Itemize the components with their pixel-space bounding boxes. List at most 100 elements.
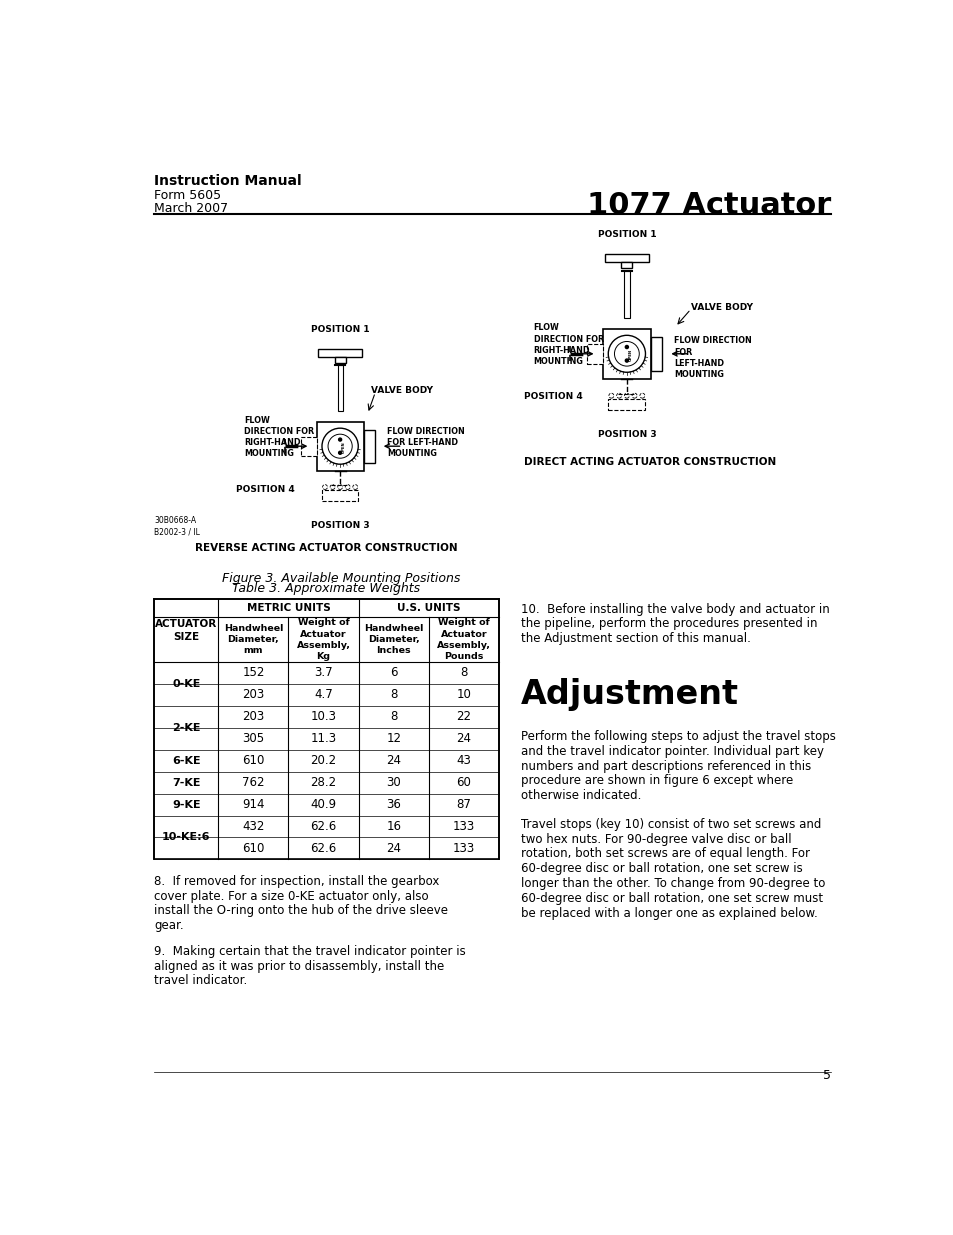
Text: 10: 10 (456, 688, 471, 701)
Text: gear.: gear. (154, 919, 184, 932)
Text: 6: 6 (390, 667, 397, 679)
Text: 40.9: 40.9 (310, 798, 336, 811)
Text: 24: 24 (386, 842, 401, 855)
Bar (620, 262, 632, 268)
Text: 60: 60 (456, 776, 471, 789)
Text: two hex nuts. For 90-degree valve disc or ball: two hex nuts. For 90-degree valve disc o… (520, 832, 790, 846)
Text: OPEN: OPEN (629, 350, 633, 361)
Text: 11.3: 11.3 (310, 732, 336, 745)
Text: travel indicator.: travel indicator. (154, 974, 247, 987)
Text: 9-KE: 9-KE (172, 799, 200, 809)
Text: POSITION 1: POSITION 1 (597, 230, 656, 240)
Text: 8: 8 (390, 688, 397, 701)
Bar (318, 350, 361, 357)
Bar (608, 399, 645, 410)
Bar (623, 270, 629, 319)
Text: 2-KE: 2-KE (172, 722, 200, 732)
Text: 610: 610 (242, 842, 264, 855)
Text: POSITION 4: POSITION 4 (523, 393, 582, 401)
Text: procedure are shown in figure 6 except where: procedure are shown in figure 6 except w… (520, 774, 792, 788)
Text: aligned as it was prior to disassembly, install the: aligned as it was prior to disassembly, … (154, 960, 444, 972)
Text: 24: 24 (456, 732, 471, 745)
Text: 8: 8 (390, 710, 397, 724)
Text: POSITION 1: POSITION 1 (311, 325, 369, 333)
Bar (154, 599, 498, 860)
Text: Table 3. Approximate Weights: Table 3. Approximate Weights (233, 582, 420, 595)
Text: 20.2: 20.2 (310, 755, 336, 767)
Text: cover plate. For a size 0-KE actuator only, also: cover plate. For a size 0-KE actuator on… (154, 889, 428, 903)
Text: 9.  Making certain that the travel indicator pointer is: 9. Making certain that the travel indica… (154, 945, 465, 957)
Text: the pipeline, perform the procedures presented in: the pipeline, perform the procedures pre… (520, 618, 817, 630)
Text: B2002-3 / IL: B2002-3 / IL (154, 527, 200, 536)
Text: 610: 610 (242, 755, 264, 767)
Text: 10.3: 10.3 (311, 710, 336, 724)
Text: Travel stops (key 10) consist of two set screws and: Travel stops (key 10) consist of two set… (520, 818, 821, 831)
Circle shape (338, 438, 341, 441)
Text: Perform the following steps to adjust the travel stops: Perform the following steps to adjust th… (520, 730, 835, 743)
Text: 3.7: 3.7 (314, 667, 333, 679)
Text: FLOW DIRECTION
FOR LEFT-HAND
MOUNTING: FLOW DIRECTION FOR LEFT-HAND MOUNTING (387, 427, 464, 458)
Text: 24: 24 (386, 755, 401, 767)
Text: rotation, both set screws are of equal length. For: rotation, both set screws are of equal l… (520, 847, 809, 861)
Text: Handwheel
Diameter,
mm: Handwheel Diameter, mm (223, 624, 283, 656)
Text: Adjustment: Adjustment (520, 678, 738, 711)
Text: 8.  If removed for inspection, install the gearbox: 8. If removed for inspection, install th… (154, 874, 439, 888)
Text: 133: 133 (453, 820, 475, 832)
Text: 7-KE: 7-KE (172, 778, 200, 788)
Text: METRIC UNITS: METRIC UNITS (246, 603, 330, 613)
Circle shape (338, 451, 341, 454)
Text: 5: 5 (822, 1070, 831, 1082)
Text: FLOW
DIRECTION FOR
RIGHT-HAND
MOUNTING: FLOW DIRECTION FOR RIGHT-HAND MOUNTING (244, 416, 314, 458)
Text: 1077 Actuator: 1077 Actuator (587, 191, 831, 220)
Text: 30: 30 (386, 776, 400, 789)
Text: longer than the other. To change from 90-degree to: longer than the other. To change from 90… (520, 877, 824, 890)
Text: Handwheel
Diameter,
Inches: Handwheel Diameter, Inches (364, 624, 423, 656)
Bar (335, 357, 345, 363)
Text: 10.  Before installing the valve body and actuator in: 10. Before installing the valve body and… (520, 603, 828, 615)
Text: Weight of
Actuator
Assembly,
Kg: Weight of Actuator Assembly, Kg (296, 619, 350, 661)
Text: 36: 36 (386, 798, 401, 811)
Text: POSITION 3: POSITION 3 (597, 430, 656, 438)
Text: FLOW DIRECTION
FOR
LEFT-HAND
MOUNTING: FLOW DIRECTION FOR LEFT-HAND MOUNTING (673, 336, 751, 379)
Bar (650, 337, 661, 370)
Text: VALVE BODY: VALVE BODY (690, 303, 752, 312)
Text: 87: 87 (456, 798, 471, 811)
Text: 8: 8 (459, 667, 467, 679)
Text: 30B0668-A: 30B0668-A (154, 516, 196, 525)
Text: 305: 305 (242, 732, 264, 745)
Text: Figure 3. Available Mounting Positions: Figure 3. Available Mounting Positions (222, 572, 459, 585)
Text: 16: 16 (386, 820, 401, 832)
Circle shape (624, 346, 628, 348)
Text: Instruction Manual: Instruction Manual (154, 174, 301, 188)
Text: 60-degree disc or ball rotation, one set screw is: 60-degree disc or ball rotation, one set… (520, 862, 801, 876)
Bar (587, 343, 602, 363)
Text: otherwise indicated.: otherwise indicated. (520, 789, 640, 803)
Circle shape (624, 359, 628, 362)
Text: 133: 133 (453, 842, 475, 855)
Text: ACTUATOR
SIZE: ACTUATOR SIZE (155, 619, 217, 641)
Bar (363, 430, 375, 463)
Text: Form 5605: Form 5605 (154, 189, 221, 203)
Text: be replaced with a longer one as explained below.: be replaced with a longer one as explain… (520, 906, 817, 920)
Text: 914: 914 (242, 798, 264, 811)
Text: 43: 43 (456, 755, 471, 767)
Text: POSITION 3: POSITION 3 (311, 521, 369, 530)
Bar (604, 254, 648, 262)
Text: 203: 203 (242, 688, 264, 701)
Text: U.S. UNITS: U.S. UNITS (396, 603, 460, 613)
Text: VALVE BODY: VALVE BODY (371, 387, 433, 395)
Text: 12: 12 (386, 732, 401, 745)
Text: numbers and part descriptions referenced in this: numbers and part descriptions referenced… (520, 760, 810, 773)
Text: 6-KE: 6-KE (172, 756, 200, 766)
Text: the Adjustment section of this manual.: the Adjustment section of this manual. (520, 632, 750, 645)
Text: 762: 762 (242, 776, 264, 789)
Text: 432: 432 (242, 820, 264, 832)
Text: 62.6: 62.6 (310, 820, 336, 832)
Text: 28.2: 28.2 (310, 776, 336, 789)
Text: FLOW
DIRECTION FOR
RIGHT-HAND
MOUNTING: FLOW DIRECTION FOR RIGHT-HAND MOUNTING (533, 324, 603, 366)
Text: POSITION 4: POSITION 4 (236, 484, 294, 494)
Text: 203: 203 (242, 710, 264, 724)
Text: 60-degree disc or ball rotation, one set screw must: 60-degree disc or ball rotation, one set… (520, 892, 821, 905)
Text: 22: 22 (456, 710, 471, 724)
Text: March 2007: March 2007 (154, 203, 228, 215)
